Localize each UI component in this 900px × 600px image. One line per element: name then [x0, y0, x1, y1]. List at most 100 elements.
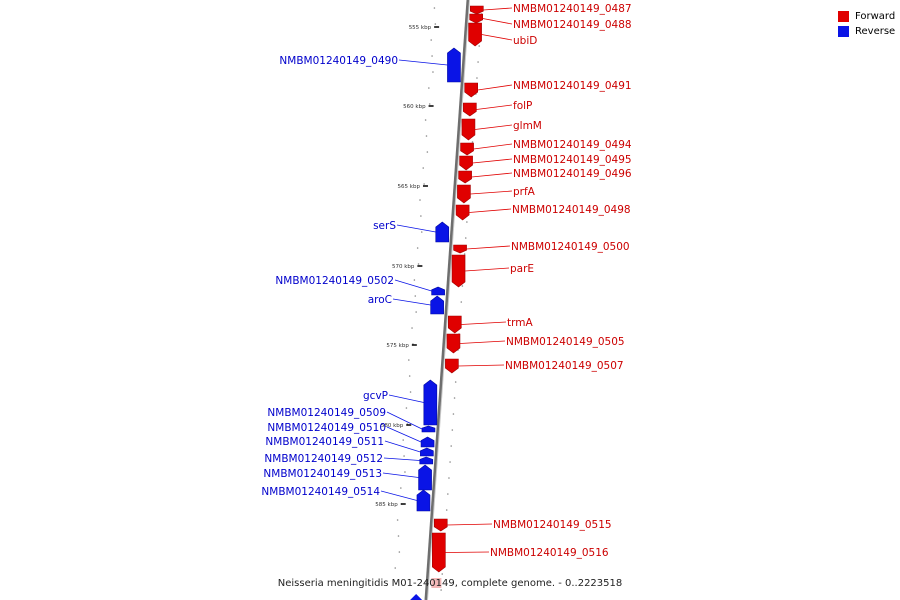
gene-leader-nmbm01240149_0488 [482, 18, 513, 25]
tick-dot [430, 39, 433, 41]
gene-arrow-nmbm01240149_0514 [416, 489, 431, 512]
gene-arrow-nmbm01240149_0490 [447, 47, 461, 83]
tick-dot [404, 471, 406, 473]
gene-arrow-nmbm01240149_0510 [420, 436, 435, 448]
gene-arrow-nmbm01240149_0498 [455, 204, 470, 221]
gene-leader-nmbm01240149_0494 [473, 143, 513, 150]
gene-label-sers: serS [373, 220, 396, 232]
gene-arrow-ubid [468, 22, 482, 47]
gene-leader-aroc [392, 298, 431, 306]
gene-label-folp: folP [513, 100, 532, 112]
gene-leader-nmbm01240149_0500 [466, 245, 511, 250]
gene-leader-glmm [474, 124, 513, 130]
gene-arrow-gcvp [423, 379, 438, 426]
forward-swatch [838, 10, 849, 22]
gene-label-nmbm01240149_0511: NMBM01240149_0511 [265, 436, 384, 448]
gene-arrow-nmbm01240149_0513 [418, 464, 432, 491]
tick-dot [448, 477, 450, 479]
tick-dot [451, 429, 454, 431]
gene-label-nmbm01240149_0509: NMBM01240149_0509 [267, 407, 386, 419]
partial-gene-arrow [431, 578, 442, 588]
scale-tick-label: 560 kbp [403, 104, 426, 110]
gene-leader-nmbm01240149_0513 [382, 472, 419, 478]
gene-leader-nmbm01240149_0502 [394, 279, 432, 292]
gene-leader-ubid [481, 34, 513, 41]
gene-arrow-nmbm01240149_0491 [464, 82, 479, 98]
tick-dot [477, 61, 479, 63]
gene-leader-trma [461, 321, 507, 325]
gene-label-ubid: ubiD [513, 35, 537, 47]
scale-tick-label: 580 kbp [381, 423, 404, 429]
tick-dot [431, 55, 433, 57]
scale-tick-label: 585 kbp [375, 502, 398, 508]
gene-leader-nmbm01240149_0505 [459, 340, 506, 344]
tick-dot [433, 7, 436, 9]
gene-arrow-nmbm01240149_0488 [469, 13, 484, 24]
tick-dot [394, 567, 397, 569]
gene-label-nmbm01240149_0498: NMBM01240149_0498 [512, 204, 631, 216]
tick-dot [440, 589, 442, 591]
tick-dot [463, 253, 466, 255]
gene-arrow-glmm [461, 118, 476, 141]
gene-leader-nmbm01240149_0496 [471, 172, 513, 178]
gene-label-nmbm01240149_0512: NMBM01240149_0512 [264, 453, 383, 465]
tick-dot [461, 285, 464, 287]
gene-arrow-nmbm01240149_0511 [420, 447, 434, 457]
tick-dot [447, 493, 449, 495]
gene-leader-nmbm01240149_0507 [458, 364, 505, 367]
tick-dot [466, 221, 468, 223]
gene-label-nmbm01240149_0490: NMBM01240149_0490 [279, 55, 398, 67]
gene-leader-nmbm01240149_0490 [398, 59, 448, 66]
tick-dot [449, 461, 451, 463]
scale-tick-label: 555 kbp [409, 25, 432, 31]
tick-dot [460, 301, 463, 303]
tick-dot [413, 279, 416, 281]
gene-label-pare: parE [510, 263, 534, 275]
legend-item-reverse: Reverse [838, 24, 895, 38]
tick-dot [424, 119, 427, 121]
gene-arrow-nmbm01240149_0507 [445, 358, 459, 374]
tick-dot [426, 151, 429, 153]
gene-leader-nmbm01240149_0510 [386, 426, 422, 443]
tick-dot [416, 247, 419, 249]
tick-dot [476, 77, 478, 79]
gene-leader-nmbm01240149_0487 [483, 7, 513, 11]
gene-arrow-nmbm01240149_0509 [421, 425, 436, 433]
tick-dot [464, 237, 467, 239]
gene-arrow-nmbm01240149_0505 [446, 333, 461, 354]
scale-tick-label: 565 kbp [398, 184, 421, 190]
tick-dot [396, 519, 399, 521]
genome-backbone [424, 0, 470, 600]
gene-leader-nmbm01240149_0511 [384, 440, 421, 453]
tick-dot [452, 413, 455, 415]
tick-dot [434, 23, 437, 25]
gene-label-nmbm01240149_0495: NMBM01240149_0495 [513, 154, 632, 166]
scale-tick-label: 575 kbp [386, 343, 409, 349]
gene-label-nmbm01240149_0494: NMBM01240149_0494 [513, 139, 632, 151]
gene-label-gcvp: gcvP [363, 390, 388, 402]
gene-label-nmbm01240149_0488: NMBM01240149_0488 [513, 19, 632, 31]
gene-label-nmbm01240149_0487: NMBM01240149_0487 [513, 3, 632, 15]
tick-dot [445, 509, 448, 511]
gene-label-nmbm01240149_0500: NMBM01240149_0500 [511, 241, 630, 253]
tick-dot [441, 573, 444, 575]
tick-dot [478, 45, 481, 47]
tick-dot [450, 445, 453, 447]
gene-leader-folp [476, 104, 513, 110]
gene-arrow-nmbm01240149_0512 [419, 456, 434, 465]
gene-leader-prfa [470, 190, 513, 195]
gene-arrow-sers [435, 221, 450, 243]
tick-dot [414, 295, 417, 297]
tick-dot [453, 397, 456, 399]
gene-leader-nmbm01240149_0509 [386, 411, 423, 430]
gene-arrow-nmbm01240149_0487 [469, 5, 484, 15]
tick-dot [425, 135, 428, 137]
tick-dot [398, 551, 401, 553]
tick-dot [408, 359, 410, 361]
gene-arrow-trma [447, 315, 462, 334]
partial-gene-arrow [410, 594, 423, 600]
genome-backbone-highlight [427, 0, 470, 600]
gene-leader-nmbm01240149_0515 [447, 523, 493, 526]
tick-dot [415, 311, 417, 313]
gene-leader-nmbm01240149_0514 [380, 490, 418, 501]
